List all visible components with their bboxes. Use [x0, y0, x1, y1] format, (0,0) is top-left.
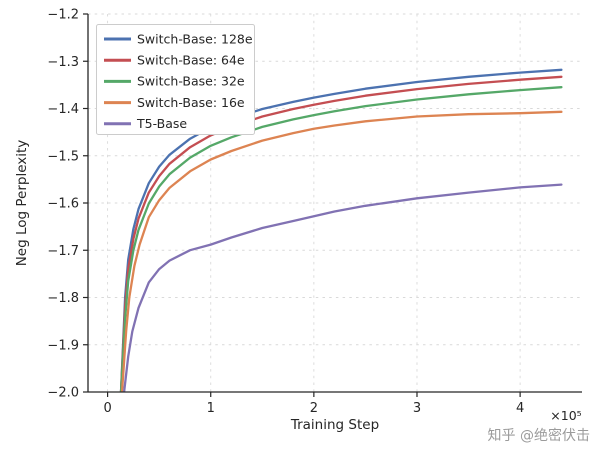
legend-label: T5-Base: [136, 116, 187, 131]
x-tick-label: 1: [207, 401, 215, 416]
legend-label: Switch-Base: 64e: [137, 53, 245, 68]
y-tick-label: −1.4: [47, 102, 79, 117]
y-tick-label: −2.0: [47, 386, 79, 401]
y-tick-label: −1.5: [47, 149, 79, 164]
legend-item-switch-base-64e: Switch-Base: 64e: [104, 53, 245, 68]
x-tick-label: 0: [103, 401, 111, 416]
y-tick-label: −1.9: [47, 338, 79, 353]
x-tick-label: 4: [516, 401, 524, 416]
y-tick-label: −1.8: [47, 291, 79, 306]
legend-frame: [96, 24, 255, 135]
y-tick-label: −1.7: [47, 244, 79, 259]
legend-label: Switch-Base: 32e: [137, 74, 245, 89]
x-tick-label: 2: [310, 401, 318, 416]
y-tick-label: −1.2: [47, 8, 79, 23]
x-axis-offset-label: ×10⁵: [550, 408, 581, 423]
axes: −1.2 −1.3 −1.4 −1.5 −1.6 −1.7 −1.8 −1.9 −2.0 0 1 2 3…: [47, 8, 582, 416]
series-line-switch-base-16e: [120, 110, 563, 392]
y-tick-label: −1.6: [47, 197, 79, 212]
x-axis-title: Training Step: [290, 417, 379, 433]
legend-item-switch-base-32e: Switch-Base: 32e: [104, 74, 245, 89]
series-line-switch-base-32e: [119, 86, 563, 392]
y-tick-label: −1.3: [47, 55, 79, 70]
x-tick-label: 3: [413, 401, 421, 416]
legend-item-switch-base-128e: Switch-Base: 128e: [104, 31, 253, 46]
legend-label: Switch-Base: 16e: [137, 95, 245, 110]
legend-item-switch-base-16e: Switch-Base: 16e: [104, 95, 245, 110]
legend-label: Switch-Base: 128e: [137, 31, 253, 46]
series-line-t5-base: [122, 183, 563, 392]
legend-item-t5-base: T5-Base: [104, 116, 187, 131]
legend: Switch-Base: 128e Switch-Base: 64e Switch-…: [96, 24, 255, 135]
y-axis-title: Neg Log Perplexity: [14, 140, 30, 267]
